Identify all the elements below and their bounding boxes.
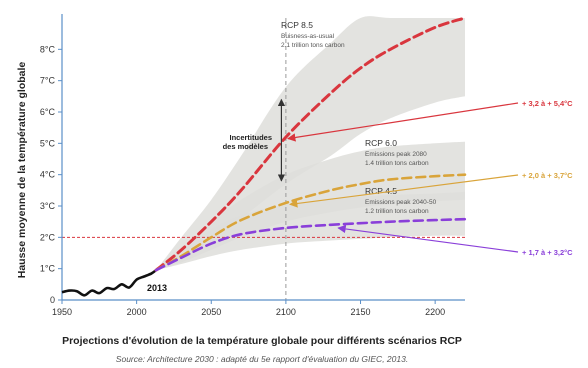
range-label-rcp45: + 1,7 à + 3,2°C — [522, 248, 573, 257]
series-line-85 — [154, 16, 467, 272]
y-tick-label: 4°C — [40, 170, 56, 180]
axes: 0 1°C 2°C 3°C 4°C 5°C 6°C 7°C 8°C 1950 2000 2050 210… — [40, 14, 465, 317]
uncertainty-bands — [156, 16, 465, 271]
y-tick-label: 5°C — [40, 138, 56, 148]
y-tick-label: 8°C — [40, 44, 56, 54]
x-tick-label: 1950 — [52, 307, 72, 317]
x-tick-label: 2000 — [127, 307, 147, 317]
annotation-rcp85-line-2: 2.1 trillion tons carbon — [281, 42, 345, 49]
range-arrow-0 — [287, 102, 519, 142]
chart-title: Projections d'évolution de la températur… — [62, 335, 462, 347]
annotation-rcp45-title: RCP 4.5 — [365, 186, 397, 196]
series-line-45 — [154, 217, 467, 272]
annotation-rcp85-line-1: Buisness-as-usual — [281, 33, 335, 40]
annotations: RCP 8.5 Buisness-as-usual 2.1 trillion t… — [147, 20, 573, 293]
annotation-rcp45-line-1: Emissions peak 2040-50 — [365, 199, 437, 206]
annotation-rcp60-title: RCP 6.0 — [365, 138, 397, 148]
source-note: Source: Architecture 2030 : adapté du 5e… — [116, 354, 408, 364]
x-tick-label: 2050 — [201, 307, 221, 317]
y-tick-label: 7°C — [40, 76, 56, 86]
annotation-rcp45-line-2: 1.2 trillion tons carbon — [365, 208, 429, 215]
series-line-60 — [154, 173, 467, 272]
y-tick-label: 3°C — [40, 201, 56, 211]
uncertainty-band-2 — [156, 191, 465, 271]
range-arrow-1 — [289, 174, 519, 208]
annotation-rcp60-line-2: 1.4 trillion tons carbon — [365, 160, 429, 167]
historical-2013-label: 2013 — [147, 283, 167, 293]
range-label-rcp85: + 3,2 à + 5,4°C — [522, 99, 573, 108]
uncertainty-label-line-1: Incertitudes — [229, 133, 272, 142]
series-lines — [61, 16, 467, 297]
y-tick-label: 6°C — [40, 107, 56, 117]
x-tick-label: 2200 — [425, 307, 445, 317]
x-tick-label: 2150 — [351, 307, 371, 317]
annotation-rcp85-title: RCP 8.5 — [281, 20, 313, 30]
range-arrow-2 — [337, 224, 519, 253]
historical-line — [61, 269, 157, 297]
x-tick-label: 2100 — [276, 307, 296, 317]
y-tick-label: 2°C — [40, 232, 56, 242]
y-tick-label: 0 — [50, 295, 55, 305]
range-label-rcp60: + 2,0 à + 3,7°C — [522, 171, 573, 180]
y-tick-label: 1°C — [40, 264, 56, 274]
uncertainty-label-line-2: des modèles — [223, 142, 268, 151]
reference-lines — [62, 18, 465, 300]
annotation-rcp60-line-1: Emissions peak 2080 — [365, 151, 427, 158]
y-axis-title: Hausse moyenne de la température globale — [16, 62, 28, 279]
